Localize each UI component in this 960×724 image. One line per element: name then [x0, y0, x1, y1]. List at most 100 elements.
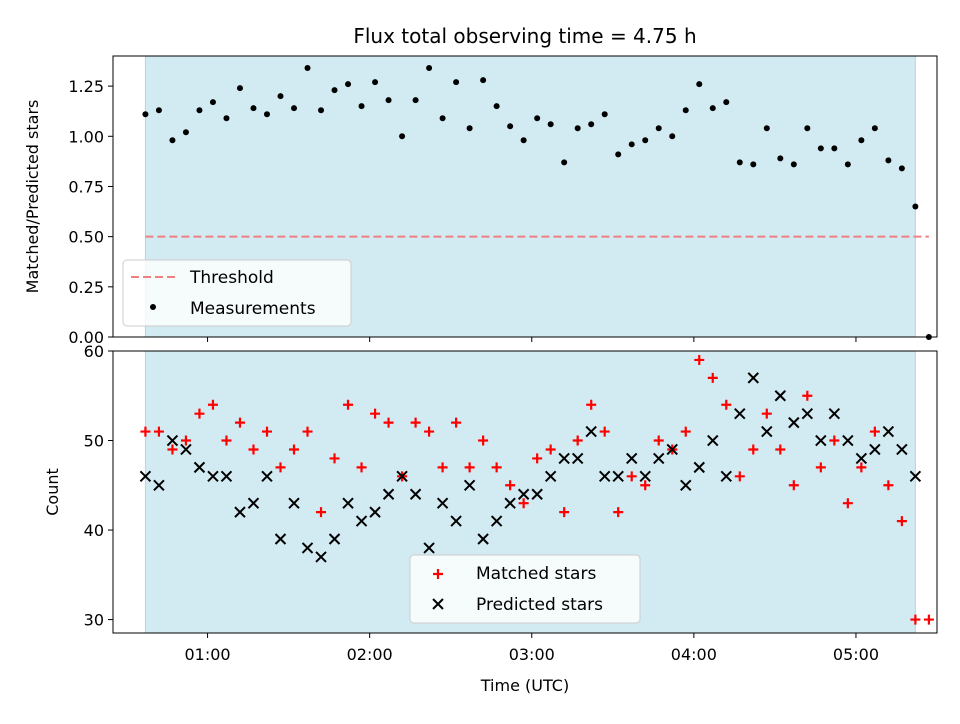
y-tick-label: 0.25	[68, 278, 104, 297]
predicted-star-marker	[166, 434, 179, 447]
x-axis-label: Time (UTC)	[480, 676, 569, 695]
matched-star-marker	[586, 399, 597, 410]
matched-star-marker	[626, 471, 637, 482]
predicted-star-marker	[153, 479, 165, 491]
measurement-point	[750, 161, 757, 168]
predicted-star-marker	[531, 488, 543, 500]
measurement-point	[642, 137, 649, 144]
y-tick-label: 60	[84, 342, 104, 361]
predicted-star-marker	[612, 470, 624, 483]
measurement-point	[871, 125, 878, 132]
predicted-star-marker	[693, 461, 705, 474]
predicted-star-marker	[207, 470, 219, 483]
matched-star-marker	[424, 426, 435, 437]
measurement-point	[439, 115, 446, 122]
predicted-star-marker	[234, 506, 246, 518]
y-tick-label: 0.50	[68, 228, 104, 247]
measurement-point	[493, 103, 500, 110]
matched-star-marker	[613, 507, 624, 518]
x-tick-label: 01:00	[185, 645, 231, 664]
matched-star-marker	[788, 480, 799, 491]
predicted-star-marker	[477, 533, 489, 545]
matched-star-marker	[316, 507, 327, 518]
matched-star-marker	[464, 462, 475, 473]
matched-star-marker	[559, 507, 570, 518]
matched-star-marker	[680, 426, 691, 437]
predicted-star-marker	[355, 515, 368, 527]
measurement-point	[358, 103, 365, 110]
measurement-point	[723, 99, 730, 106]
matched-star-marker	[248, 444, 259, 455]
x-tick-label: 05:00	[833, 645, 879, 664]
predicted-star-marker	[463, 479, 476, 491]
axes-frame	[112, 350, 938, 634]
predicted-star-marker	[734, 407, 746, 420]
measurement-point	[777, 155, 784, 162]
legend-matched-swatch	[433, 569, 443, 579]
measurement-point	[682, 107, 689, 114]
matched-star-marker	[842, 498, 853, 509]
matched-star-marker	[140, 426, 151, 437]
measurement-point	[331, 87, 338, 94]
y-tick-label: 1.00	[68, 127, 104, 146]
measurement-point	[412, 97, 419, 104]
predicted-star-marker	[490, 515, 503, 527]
legend: Matched stars Predicted stars	[409, 554, 641, 624]
predicted-star-marker	[261, 470, 273, 483]
matched-star-marker	[505, 480, 516, 491]
y-tick-label: 40	[84, 521, 104, 540]
measurement-point	[345, 81, 352, 88]
matched-star-marker	[856, 462, 867, 473]
predicted-star-marker	[774, 390, 787, 402]
measurement-point	[520, 137, 527, 144]
measurement-point	[790, 161, 797, 168]
matched-star-marker	[896, 516, 907, 527]
measurement-point	[817, 145, 824, 152]
predicted-star-marker	[815, 434, 827, 447]
y-tick-label: 30	[84, 611, 104, 630]
legend: Threshold Measurements	[122, 259, 352, 327]
measurement-point	[263, 111, 270, 118]
matched-star-marker	[343, 399, 354, 410]
matched-star-marker	[532, 453, 543, 464]
matched-star-marker	[383, 417, 394, 428]
predicted-star-marker	[720, 470, 732, 483]
matched-star-marker	[356, 462, 367, 473]
measurement-point	[453, 79, 460, 86]
matched-star-marker	[518, 498, 529, 509]
legend-matched-label: Matched stars	[476, 564, 596, 584]
measurement-point	[574, 125, 581, 132]
matched-star-marker	[761, 408, 772, 419]
x-tick-label: 02:00	[347, 645, 393, 664]
legend-predicted-swatch	[432, 598, 444, 610]
matched-star-marker	[221, 435, 232, 446]
predicted-star-marker	[504, 497, 516, 509]
legend-box	[409, 554, 641, 624]
legend-predicted-label: Predicted stars	[476, 595, 603, 615]
matched-star-marker	[694, 354, 705, 365]
predicted-star-marker	[436, 497, 449, 509]
legend-threshold-label: Threshold	[189, 268, 274, 288]
measurement-point	[385, 97, 392, 104]
measurement-point	[885, 157, 892, 164]
measurement-point	[182, 129, 189, 136]
predicted-star-marker	[369, 506, 381, 518]
matched-star-marker	[289, 444, 300, 455]
matched-star-marker	[491, 462, 502, 473]
matched-star-marker	[923, 614, 934, 625]
matched-star-marker	[478, 435, 489, 446]
predicted-star-marker	[626, 452, 638, 465]
y-axis-label: Matched/Predicted stars	[23, 100, 42, 294]
predicted-star-marker	[558, 452, 570, 465]
measurement-point	[142, 111, 149, 118]
measurement-point	[709, 105, 716, 112]
predicted-star-marker	[747, 372, 759, 384]
matched-star-marker	[207, 399, 218, 410]
measurement-point	[426, 65, 433, 72]
matched-star-marker	[275, 462, 286, 473]
matched-star-marker	[721, 399, 732, 410]
measurement-point	[601, 111, 608, 118]
measurement-point	[858, 137, 865, 144]
measurement-point	[466, 125, 473, 132]
matched-star-marker	[802, 390, 813, 401]
